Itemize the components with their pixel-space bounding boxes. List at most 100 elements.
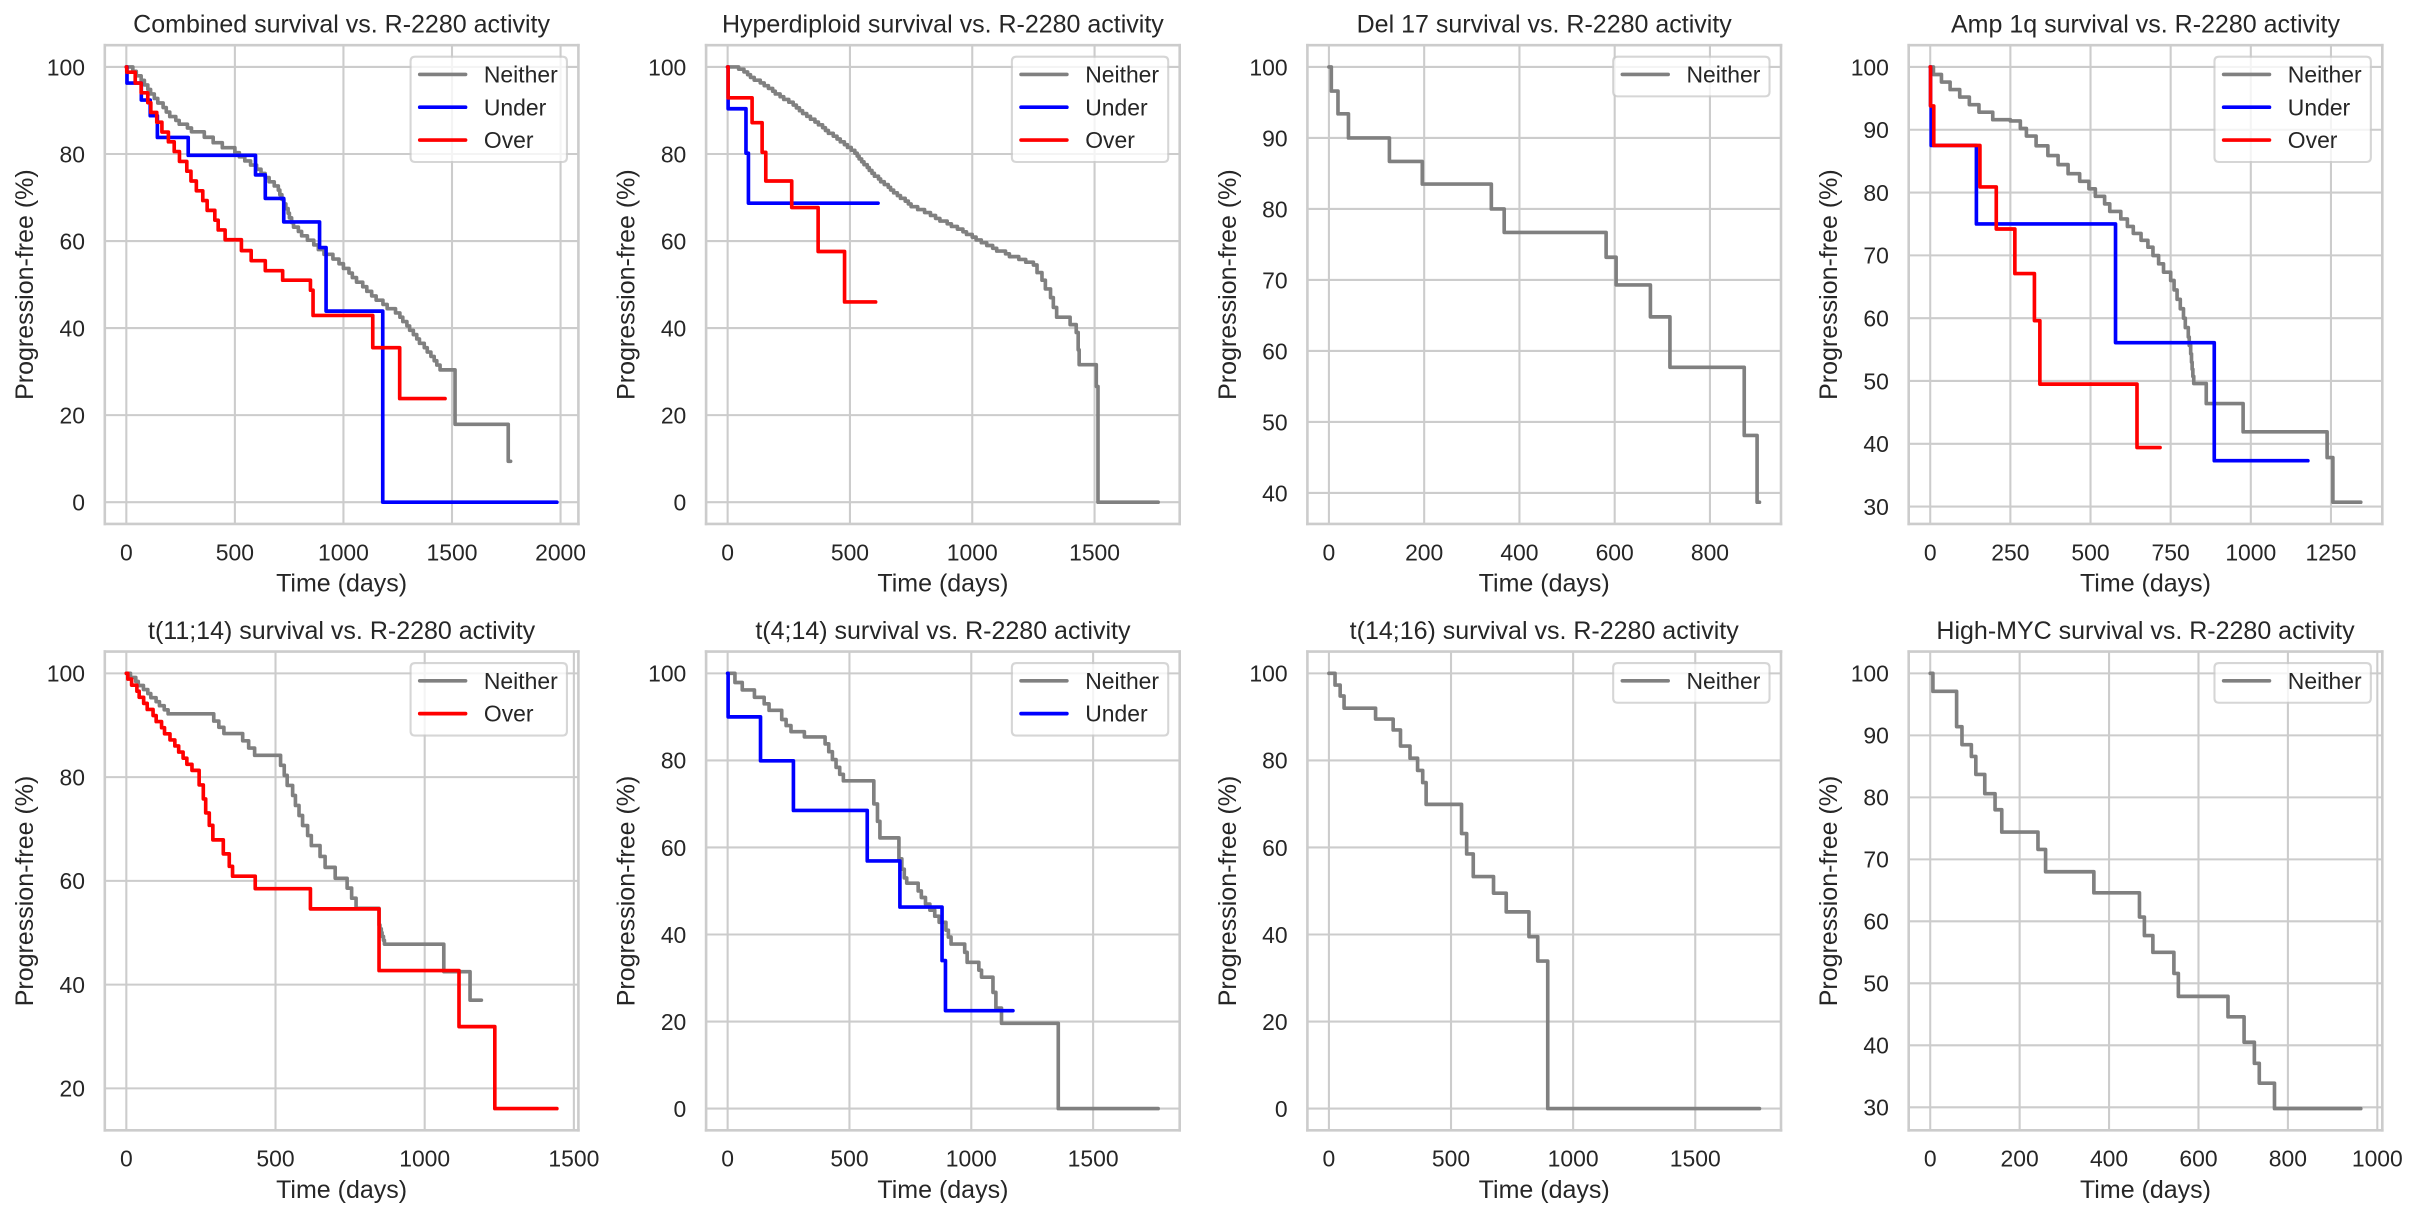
svg-text:500: 500 [830,1146,868,1172]
svg-text:0: 0 [1275,1096,1288,1122]
svg-text:100: 100 [648,661,686,687]
svg-text:20: 20 [661,402,686,428]
svg-text:70: 70 [1863,243,1888,269]
svg-text:40: 40 [1262,480,1287,506]
svg-text:0: 0 [1924,1146,1937,1172]
svg-text:1000: 1000 [318,539,369,565]
svg-text:100: 100 [47,54,85,80]
svg-text:1000: 1000 [399,1146,450,1172]
svg-text:Neither: Neither [484,668,558,694]
svg-text:70: 70 [1262,267,1287,293]
svg-text:80: 80 [661,748,686,774]
svg-text:1000: 1000 [947,539,998,565]
svg-text:Progression-free (%): Progression-free (%) [1214,169,1242,400]
svg-text:400: 400 [1500,539,1538,565]
svg-text:80: 80 [60,141,85,167]
svg-text:Progression-free (%): Progression-free (%) [1815,169,1843,400]
svg-text:1000: 1000 [946,1146,997,1172]
svg-text:100: 100 [47,661,85,687]
svg-text:1000: 1000 [1548,1146,1599,1172]
svg-text:Time (days): Time (days) [2080,570,2211,598]
svg-text:1500: 1500 [548,1146,599,1172]
svg-text:1000: 1000 [2225,539,2276,565]
svg-text:Under: Under [1085,94,1148,120]
svg-text:t(14;16) survival vs. R-2280 a: t(14;16) survival vs. R-2280 activity [1350,617,1740,645]
svg-text:0: 0 [120,539,133,565]
svg-text:20: 20 [60,1076,85,1102]
svg-text:40: 40 [1863,431,1888,457]
svg-text:100: 100 [1851,54,1889,80]
svg-text:80: 80 [60,764,85,790]
svg-text:40: 40 [60,315,85,341]
svg-text:100: 100 [1249,661,1287,687]
svg-text:Del 17 survival vs. R-2280 act: Del 17 survival vs. R-2280 activity [1357,11,1733,39]
svg-text:Neither: Neither [2288,61,2362,87]
svg-text:Neither: Neither [1687,61,1761,87]
svg-text:Under: Under [2288,94,2351,120]
svg-text:500: 500 [2071,539,2109,565]
svg-text:Time (days): Time (days) [2080,1176,2211,1204]
svg-text:40: 40 [661,922,686,948]
svg-text:80: 80 [1863,180,1888,206]
svg-text:50: 50 [1262,409,1287,435]
svg-text:20: 20 [1262,1009,1287,1035]
svg-text:Combined survival vs. R-2280 a: Combined survival vs. R-2280 activity [133,11,550,39]
svg-text:Amp 1q survival vs. R-2280 act: Amp 1q survival vs. R-2280 activity [1951,11,2341,39]
svg-text:500: 500 [216,539,254,565]
svg-text:0: 0 [120,1146,133,1172]
svg-text:0: 0 [721,539,734,565]
svg-text:Progression-free (%): Progression-free (%) [613,169,641,400]
svg-text:80: 80 [661,141,686,167]
svg-text:Over: Over [1085,127,1135,153]
svg-text:Neither: Neither [1687,668,1761,694]
svg-text:2000: 2000 [535,539,586,565]
svg-text:Over: Over [2288,127,2338,153]
svg-text:1500: 1500 [1068,1146,1119,1172]
svg-text:400: 400 [2090,1146,2128,1172]
svg-text:t(11;14) survival vs. R-2280 a: t(11;14) survival vs. R-2280 activity [148,617,536,645]
svg-text:Progression-free (%): Progression-free (%) [11,776,39,1007]
svg-text:Over: Over [484,701,534,727]
svg-text:30: 30 [1863,494,1888,520]
svg-text:60: 60 [60,868,85,894]
svg-text:80: 80 [1863,785,1888,811]
svg-text:100: 100 [1249,54,1287,80]
svg-text:Time (days): Time (days) [276,1176,407,1204]
svg-text:0: 0 [1924,539,1937,565]
svg-text:Hyperdiploid survival vs. R-22: Hyperdiploid survival vs. R-2280 activit… [722,11,1164,39]
svg-text:60: 60 [1863,909,1888,935]
svg-text:750: 750 [2152,539,2190,565]
svg-text:60: 60 [1863,305,1888,331]
svg-text:Over: Over [484,127,534,153]
svg-text:60: 60 [60,228,85,254]
svg-text:Neither: Neither [2288,668,2362,694]
svg-text:50: 50 [1863,368,1888,394]
svg-text:60: 60 [661,835,686,861]
svg-text:Under: Under [484,94,547,120]
svg-text:0: 0 [674,489,687,515]
svg-text:0: 0 [721,1146,734,1172]
svg-text:30: 30 [1863,1095,1888,1121]
svg-text:0: 0 [1323,1146,1336,1172]
svg-text:100: 100 [648,54,686,80]
svg-text:200: 200 [1405,539,1443,565]
svg-text:40: 40 [661,315,686,341]
svg-text:60: 60 [1262,338,1287,364]
svg-text:500: 500 [256,1146,294,1172]
svg-text:Progression-free (%): Progression-free (%) [1815,776,1843,1007]
svg-text:40: 40 [1863,1033,1888,1059]
svg-text:800: 800 [1691,539,1729,565]
svg-text:1500: 1500 [427,539,478,565]
svg-text:Neither: Neither [484,61,558,87]
svg-text:Time (days): Time (days) [276,570,407,598]
svg-text:1250: 1250 [2305,539,2356,565]
svg-text:60: 60 [1262,835,1287,861]
svg-text:1000: 1000 [2352,1146,2403,1172]
svg-text:40: 40 [1262,922,1287,948]
svg-text:90: 90 [1863,117,1888,143]
svg-text:70: 70 [1863,847,1888,873]
svg-text:Progression-free (%): Progression-free (%) [1214,776,1242,1007]
svg-text:Neither: Neither [1085,61,1159,87]
svg-text:40: 40 [60,972,85,998]
svg-text:20: 20 [661,1009,686,1035]
